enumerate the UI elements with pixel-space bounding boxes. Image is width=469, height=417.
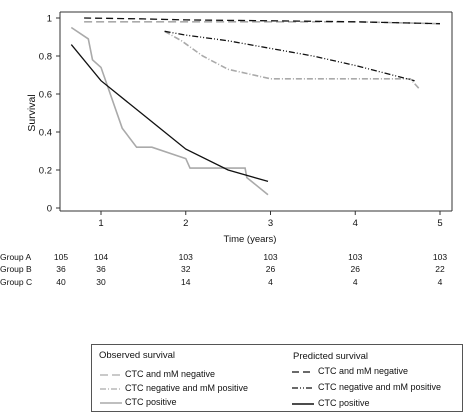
chart-axes: 0 0.2 0.4 0.6 0.8 1 1 2 3 4 5 — [39, 11, 453, 229]
risk-cell: 105 — [54, 252, 68, 262]
y-axis-label: Survival — [26, 94, 38, 131]
x-tick-label: 5 — [437, 218, 442, 229]
y-tick-label: 1 — [47, 14, 52, 25]
x-tick-label: 2 — [183, 218, 188, 229]
x-axis-label: Time (years) — [224, 234, 277, 245]
legend-item-observed-negative: CTC and mM negative — [125, 369, 216, 379]
series-line-predicted-5 — [70, 44, 269, 183]
y-tick-label: 0.2 — [39, 166, 52, 177]
x-tick-label: 3 — [268, 218, 273, 229]
legend-line-observed-mm-positive — [100, 388, 122, 390]
risk-row-label: Group C — [0, 277, 32, 287]
legend-item-predicted-mm-positive: CTC negative and mM positive — [318, 382, 442, 392]
survival-chart: 0 0.2 0.4 0.6 0.8 1 1 2 3 4 5 Group A 105 104 103 103 1… — [0, 11, 453, 287]
risk-cell: 4 — [353, 277, 358, 287]
risk-cell: 36 — [96, 264, 106, 274]
legend-line-predicted-ctc-positive — [292, 403, 314, 405]
risk-cell: 32 — [181, 264, 191, 274]
legend-line-observed-negative — [100, 374, 122, 376]
risk-cell: 26 — [351, 264, 361, 274]
risk-cell: 14 — [181, 277, 191, 287]
y-tick-label: 0 — [47, 204, 52, 215]
risk-cell: 22 — [435, 264, 445, 274]
series-line-predicted-3 — [84, 17, 441, 25]
risk-cell: 26 — [266, 264, 276, 274]
risk-cell: 4 — [438, 277, 443, 287]
legend-item-observed-mm-positive: CTC negative and mM positive — [125, 383, 249, 393]
series-line-observed-1 — [164, 30, 420, 89]
risk-cell: 103 — [263, 252, 277, 262]
risk-cell: 4 — [268, 277, 273, 287]
legend-predicted-title: Predicted survival — [293, 351, 368, 362]
risk-cell: 30 — [96, 277, 106, 287]
series-line-predicted-4 — [164, 30, 415, 82]
series-line-observed-2 — [70, 26, 269, 196]
series-line-observed-0 — [84, 20, 441, 25]
x-tick-label: 1 — [98, 218, 103, 229]
risk-cell: 103 — [348, 252, 362, 262]
legend-observed-title: Observed survival — [99, 350, 176, 361]
x-tick-label: 4 — [353, 218, 358, 229]
y-tick-label: 0.4 — [39, 128, 52, 139]
legend-item-predicted-ctc-positive: CTC positive — [318, 398, 370, 408]
legend-line-observed-ctc-positive — [100, 402, 122, 404]
risk-row-label: Group A — [0, 252, 32, 262]
y-tick-label: 0.6 — [39, 90, 52, 101]
risk-cell: 103 — [433, 252, 447, 262]
legend-item-observed-ctc-positive: CTC positive — [125, 397, 177, 407]
risk-table: Group A 105 104 103 103 103 103 Group B 36 36 32 26… — [0, 252, 447, 287]
risk-cell: 103 — [179, 252, 193, 262]
risk-row-label: Group B — [0, 264, 32, 274]
legend: Observed survival Predicted survival CTC… — [91, 344, 463, 412]
y-tick-label: 0.8 — [39, 52, 52, 63]
risk-cell: 40 — [56, 277, 66, 287]
chart-series — [70, 17, 441, 196]
risk-cell: 104 — [94, 252, 108, 262]
legend-line-predicted-mm-positive — [292, 387, 314, 389]
risk-cell: 36 — [56, 264, 66, 274]
legend-line-predicted-negative — [292, 371, 314, 373]
legend-item-predicted-negative: CTC and mM negative — [318, 366, 409, 376]
